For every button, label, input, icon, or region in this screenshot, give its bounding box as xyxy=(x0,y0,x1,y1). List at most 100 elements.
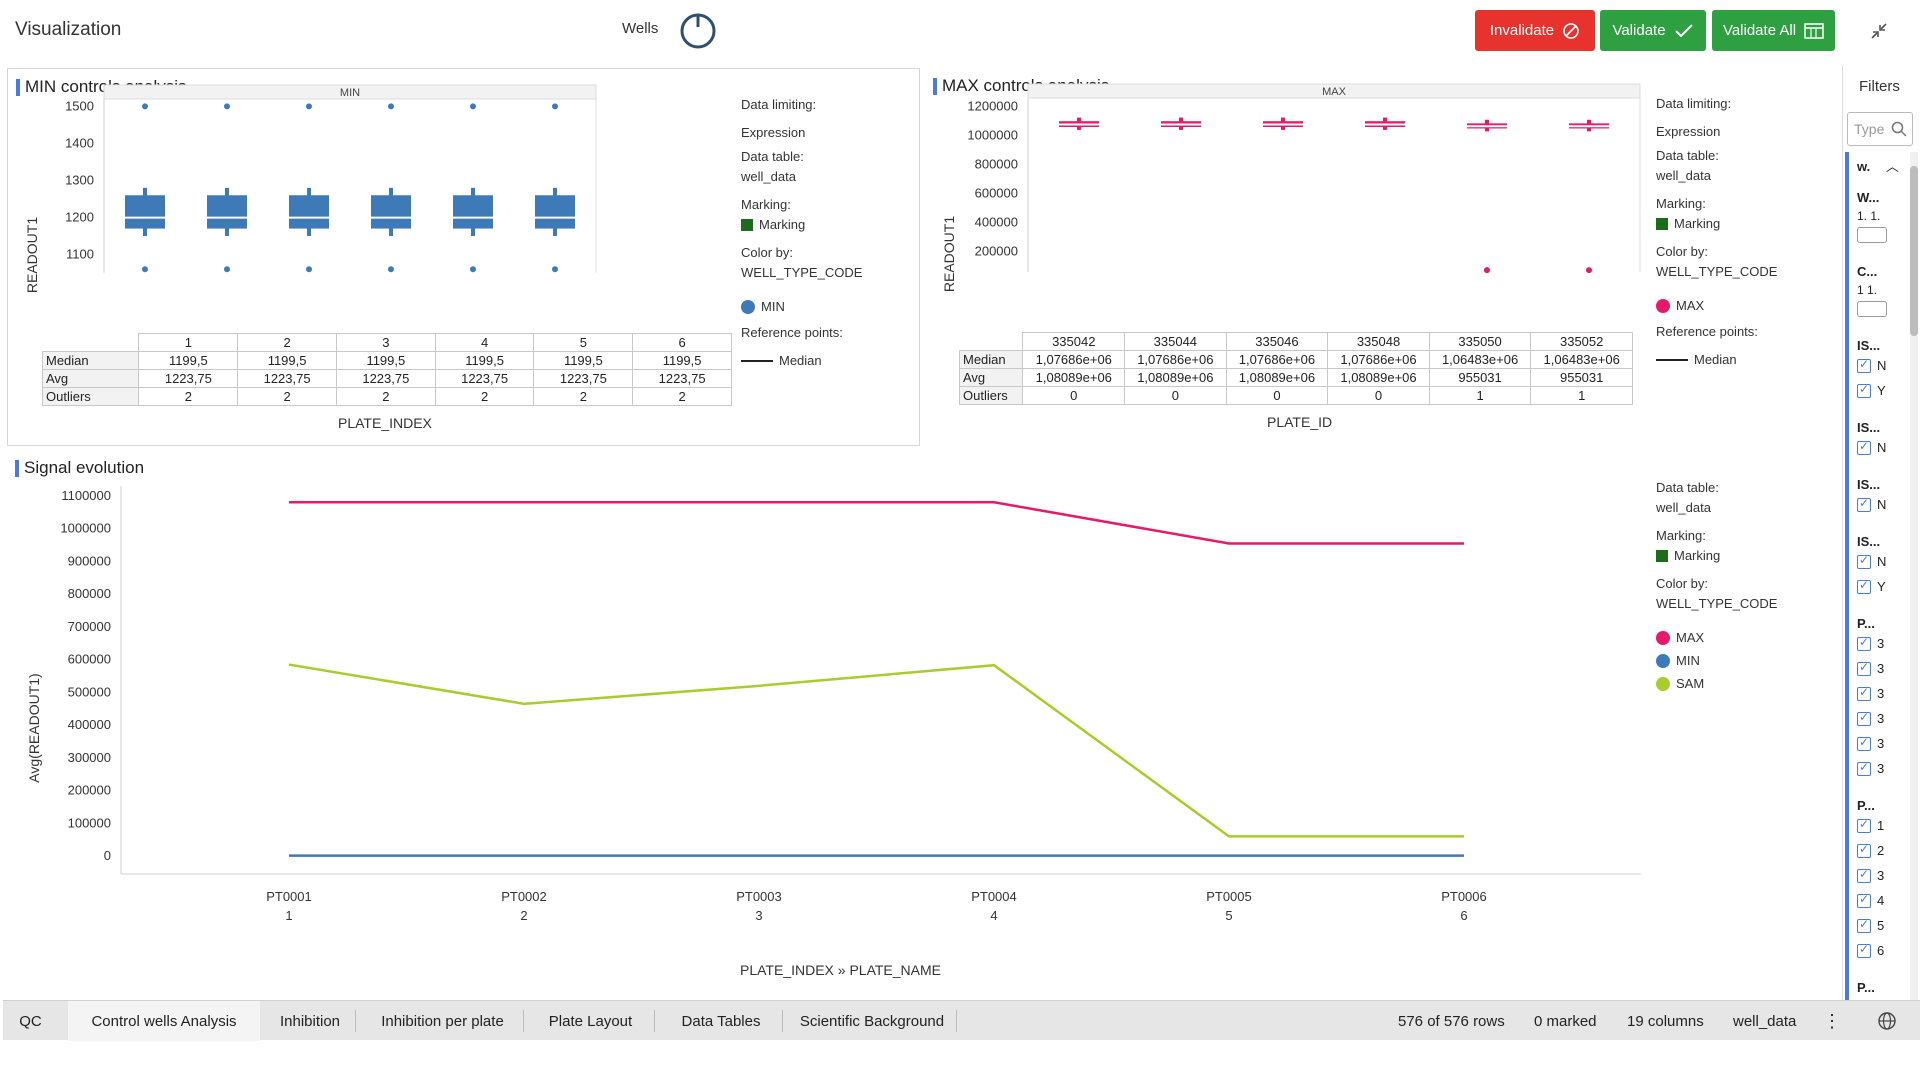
checkbox-checked-icon[interactable] xyxy=(1857,439,1871,455)
box-body xyxy=(371,195,411,229)
checkbox-checked-icon[interactable] xyxy=(1857,892,1871,908)
filter-group[interactable]: C... 1 1. xyxy=(1857,256,1887,317)
tab-scientific-background[interactable]: Scientific Background xyxy=(799,1012,945,1030)
filter-group[interactable]: IS... N xyxy=(1857,412,1886,460)
filter-checkbox[interactable]: Y xyxy=(1857,574,1886,599)
checkbox-checked-icon[interactable] xyxy=(1857,842,1871,858)
filter-group-title[interactable]: W... xyxy=(1857,190,1880,205)
filter-group-title[interactable]: C... xyxy=(1857,264,1878,279)
filter-checkbox[interactable]: 4 xyxy=(1857,888,1884,913)
filter-group[interactable]: P...333333 xyxy=(1857,608,1884,781)
checkbox-checked-icon[interactable] xyxy=(1857,710,1871,726)
filter-checkbox[interactable]: N xyxy=(1857,353,1886,378)
legend-series-min[interactable]: MIN xyxy=(741,299,911,315)
filter-checkbox[interactable]: 3 xyxy=(1857,681,1884,706)
min-box-chart[interactable]: MIN 1100 1200 1300 1400 1500 xyxy=(8,69,921,447)
legend-marking[interactable]: Marking xyxy=(1656,548,1826,564)
legend-series-sam[interactable]: SAM xyxy=(1656,676,1826,692)
legend-series-max[interactable]: MAX xyxy=(1656,630,1826,646)
tab-inhibition[interactable]: Inhibition xyxy=(279,1012,341,1030)
filter-checkbox[interactable]: 5 xyxy=(1857,913,1884,938)
checkbox-checked-icon[interactable] xyxy=(1857,660,1871,676)
max-box-chart[interactable]: MAX 200000 400000 600000 800000 1000000 120000… xyxy=(925,68,1840,446)
checkbox-checked-icon[interactable] xyxy=(1857,578,1871,594)
filter-search-input[interactable]: Type xyxy=(1847,112,1913,146)
filter-scrollbar-thumb[interactable] xyxy=(1910,166,1918,336)
filter-group-title[interactable]: P... xyxy=(1857,798,1875,813)
tab-inhibition-per-plate[interactable]: Inhibition per plate xyxy=(381,1012,504,1030)
checkmark-icon xyxy=(1674,23,1693,37)
checkbox-checked-icon[interactable] xyxy=(1857,760,1871,776)
table-cell: 1199,5 xyxy=(434,351,535,370)
checkbox-checked-icon[interactable] xyxy=(1857,357,1871,373)
filter-checkbox[interactable]: N xyxy=(1857,492,1886,517)
legend-series-min[interactable]: MIN xyxy=(1656,653,1826,669)
tab-data-tables[interactable]: Data Tables xyxy=(681,1012,761,1030)
filter-checkbox[interactable]: 3 xyxy=(1857,656,1884,681)
filter-group[interactable]: W... 1. 1. xyxy=(1857,182,1887,243)
filter-group-title[interactable]: IS... xyxy=(1857,420,1881,435)
signal-line-chart[interactable]: 0 100000 200000 300000 400000 500000 600000 700… xyxy=(7,450,1840,998)
legend-marking[interactable]: Marking xyxy=(1656,216,1826,232)
range-slider[interactable] xyxy=(1857,227,1887,243)
tab-control-wells-analysis[interactable]: Control wells Analysis xyxy=(68,1001,260,1041)
outlier-point xyxy=(306,103,312,110)
filter-group[interactable]: IS... NY xyxy=(1857,330,1886,403)
legend-reference-median[interactable]: Median xyxy=(741,353,911,369)
filter-checkbox[interactable]: 3 xyxy=(1857,731,1884,756)
filter-checkbox[interactable]: 1 xyxy=(1857,813,1884,838)
filter-checkbox[interactable]: 6 xyxy=(1857,938,1884,963)
checkbox-checked-icon[interactable] xyxy=(1857,496,1871,512)
filter-checkbox[interactable]: N xyxy=(1857,549,1886,574)
checkbox-checked-icon[interactable] xyxy=(1857,917,1871,933)
checkbox-checked-icon[interactable] xyxy=(1857,382,1871,398)
column-header: 4 xyxy=(434,333,535,352)
filter-group-title[interactable]: IS... xyxy=(1857,338,1881,353)
checkbox-checked-icon[interactable] xyxy=(1857,817,1871,833)
checkbox-checked-icon[interactable] xyxy=(1857,553,1871,569)
filter-checkbox-label: Y xyxy=(1877,579,1886,594)
checkbox-checked-icon[interactable] xyxy=(1857,942,1871,958)
filter-checkbox[interactable]: 3 xyxy=(1857,631,1884,656)
validate-all-button[interactable]: Validate All xyxy=(1712,10,1835,51)
filter-checkbox[interactable]: 3 xyxy=(1857,706,1884,731)
filter-checkbox[interactable]: 2 xyxy=(1857,838,1884,863)
globe-icon[interactable] xyxy=(1877,1011,1897,1031)
tab-qc[interactable]: QC xyxy=(19,1012,42,1030)
invalidate-button[interactable]: Invalidate xyxy=(1475,10,1595,51)
more-menu-icon[interactable]: ⋮ xyxy=(1823,1010,1841,1031)
checkbox-checked-icon[interactable] xyxy=(1857,685,1871,701)
filter-group[interactable]: P...1 2 3 4 5 6 xyxy=(1857,790,1884,963)
filter-range-text: 1 1. xyxy=(1857,283,1878,297)
legend-series-sam-label: SAM xyxy=(1676,676,1705,691)
filter-group[interactable]: IS... NY xyxy=(1857,526,1886,599)
y-tick-label: 1000000 xyxy=(60,521,111,536)
tab-plate-layout[interactable]: Plate Layout xyxy=(548,1012,633,1030)
filter-checkbox[interactable]: N xyxy=(1857,435,1886,460)
filter-collapse-header[interactable]: w. ︿ xyxy=(1857,156,1899,175)
filter-checkbox[interactable]: Y xyxy=(1857,378,1886,403)
filter-scrollbar[interactable] xyxy=(1910,152,1918,1000)
row-header: Outliers xyxy=(41,387,140,406)
checkbox-checked-icon[interactable] xyxy=(1857,867,1871,883)
legend-reference-median[interactable]: Median xyxy=(1656,352,1826,368)
filter-group-title[interactable]: IS... xyxy=(1857,477,1881,492)
filter-group[interactable]: IS... N xyxy=(1857,469,1886,517)
filter-checkbox[interactable]: 3 xyxy=(1857,863,1884,888)
checkbox-checked-icon[interactable] xyxy=(1857,735,1871,751)
legend-marking[interactable]: Marking xyxy=(741,217,911,233)
legend-series-max[interactable]: MAX xyxy=(1656,298,1826,314)
filter-group-title[interactable]: P... xyxy=(1857,616,1875,631)
table-check-icon xyxy=(1804,22,1824,39)
filter-checkbox-label: N xyxy=(1877,554,1887,569)
collapse-icon[interactable] xyxy=(1868,20,1890,42)
range-slider[interactable] xyxy=(1857,301,1887,317)
filter-group-title[interactable]: P... xyxy=(1857,980,1875,995)
validate-button[interactable]: Validate xyxy=(1600,10,1706,51)
checkbox-checked-icon[interactable] xyxy=(1857,635,1871,651)
filter-group-title[interactable]: IS... xyxy=(1857,534,1881,549)
outlier-point xyxy=(142,266,148,273)
forbidden-icon xyxy=(1563,22,1579,39)
filter-checkbox[interactable]: 3 xyxy=(1857,756,1884,781)
signal-panel-title: Signal evolution xyxy=(15,458,144,478)
